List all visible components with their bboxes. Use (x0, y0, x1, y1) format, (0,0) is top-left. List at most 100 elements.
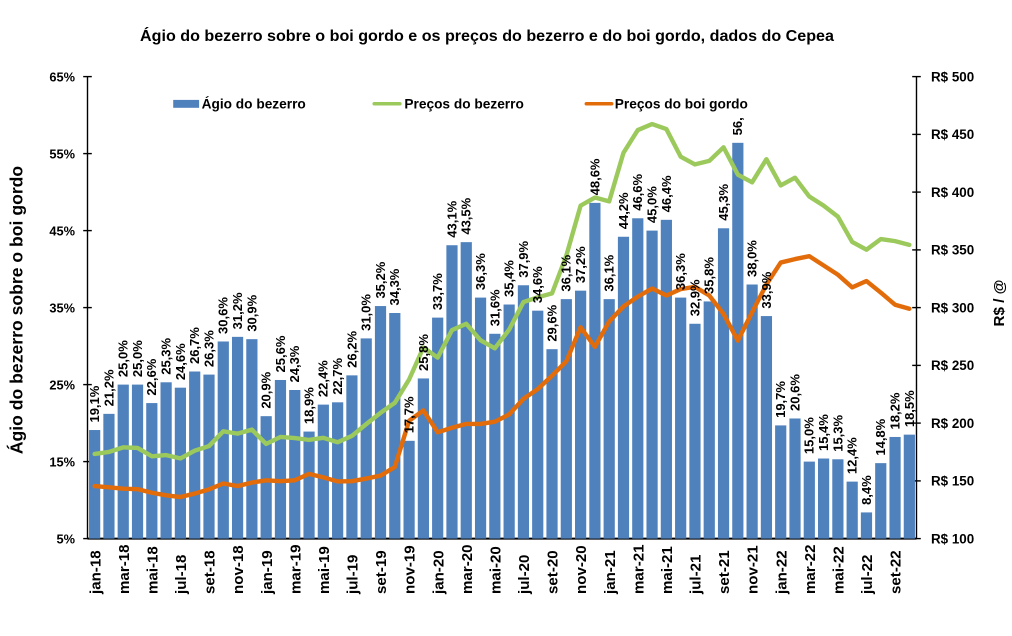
svg-text:25,3%: 25,3% (159, 337, 174, 374)
svg-text:45%: 45% (49, 223, 75, 238)
svg-text:jul-19: jul-19 (345, 555, 362, 595)
svg-text:R$ 450: R$ 450 (931, 127, 974, 142)
svg-text:R$ 400: R$ 400 (931, 185, 974, 200)
svg-text:19,7%: 19,7% (773, 381, 788, 418)
svg-text:mar-19: mar-19 (287, 544, 304, 594)
svg-text:45,0%: 45,0% (644, 186, 659, 223)
svg-text:65%: 65% (49, 69, 75, 84)
svg-text:33,7%: 33,7% (430, 273, 445, 310)
svg-text:36,3%: 36,3% (673, 253, 688, 290)
svg-text:19,1%: 19,1% (87, 385, 102, 422)
svg-text:36,3%: 36,3% (473, 253, 488, 290)
svg-text:21,2%: 21,2% (101, 369, 116, 406)
svg-text:35%: 35% (49, 300, 75, 315)
svg-text:31,2%: 31,2% (230, 292, 245, 329)
svg-text:R$ 200: R$ 200 (931, 416, 974, 431)
svg-text:15,0%: 15,0% (802, 417, 817, 454)
svg-text:15,3%: 15,3% (830, 414, 845, 451)
svg-text:30,6%: 30,6% (216, 297, 231, 334)
svg-text:mai-19: mai-19 (316, 546, 333, 594)
svg-text:nov-20: nov-20 (573, 545, 590, 594)
svg-text:18,9%: 18,9% (301, 387, 316, 424)
svg-text:jul-20: jul-20 (516, 555, 533, 595)
svg-text:34,3%: 34,3% (387, 268, 402, 305)
svg-text:36,1%: 36,1% (602, 254, 617, 291)
svg-text:R$ 250: R$ 250 (931, 358, 974, 373)
svg-text:46,4%: 46,4% (659, 175, 674, 212)
svg-text:mai-22: mai-22 (830, 546, 847, 594)
svg-text:25,0%: 25,0% (130, 340, 145, 377)
svg-text:jan-21: jan-21 (602, 550, 619, 595)
svg-text:22,6%: 22,6% (144, 358, 159, 395)
svg-text:55%: 55% (49, 146, 75, 161)
svg-text:Ágio do bezerro: Ágio do bezerro (202, 97, 306, 112)
svg-text:35,2%: 35,2% (373, 261, 388, 298)
svg-text:31,6%: 31,6% (487, 289, 502, 326)
svg-text:mar-22: mar-22 (802, 544, 819, 594)
svg-text:48,6%: 48,6% (587, 158, 602, 195)
svg-text:31,0%: 31,0% (359, 294, 374, 331)
svg-text:mai-21: mai-21 (659, 546, 676, 594)
svg-text:18,2%: 18,2% (887, 392, 902, 429)
svg-text:R$ 150: R$ 150 (931, 474, 974, 489)
svg-text:25,6%: 25,6% (273, 335, 288, 372)
svg-text:mar-20: mar-20 (459, 544, 476, 594)
svg-text:5%: 5% (57, 531, 76, 546)
svg-text:45,3%: 45,3% (716, 183, 731, 220)
svg-text:32,9%: 32,9% (687, 279, 702, 316)
svg-text:R$ 300: R$ 300 (931, 300, 974, 315)
svg-text:34,6%: 34,6% (530, 266, 545, 303)
svg-text:24,3%: 24,3% (287, 345, 302, 382)
svg-text:Ágio do bezerro sobre o boi go: Ágio do bezerro sobre o boi gordo e os p… (140, 26, 835, 45)
svg-text:jul-21: jul-21 (688, 555, 705, 595)
svg-text:15,4%: 15,4% (816, 414, 831, 451)
svg-text:set-22: set-22 (888, 550, 905, 594)
svg-text:22,7%: 22,7% (330, 358, 345, 395)
svg-text:25%: 25% (49, 377, 75, 392)
svg-text:17,7%: 17,7% (401, 396, 416, 433)
svg-text:36,1%: 36,1% (559, 254, 574, 291)
svg-text:Preços do bezerro: Preços do bezerro (404, 97, 523, 112)
svg-text:set-19: set-19 (373, 550, 390, 594)
svg-text:R$ / @: R$ / @ (991, 280, 1008, 327)
svg-text:26,2%: 26,2% (344, 331, 359, 368)
svg-text:jan-22: jan-22 (773, 550, 790, 595)
svg-text:R$ 500: R$ 500 (931, 69, 974, 84)
svg-text:12,4%: 12,4% (845, 437, 860, 474)
svg-text:26,7%: 26,7% (187, 327, 202, 364)
svg-text:jul-22: jul-22 (859, 555, 876, 595)
svg-text:35,4%: 35,4% (502, 260, 517, 297)
svg-text:14,8%: 14,8% (873, 418, 888, 455)
svg-text:mai-20: mai-20 (487, 546, 504, 594)
svg-text:nov-18: nov-18 (230, 545, 247, 594)
svg-text:R$ 100: R$ 100 (931, 531, 974, 546)
svg-text:20,6%: 20,6% (787, 374, 802, 411)
svg-text:43,5%: 43,5% (459, 197, 474, 234)
svg-text:26,3%: 26,3% (201, 330, 216, 367)
svg-text:30,9%: 30,9% (244, 294, 259, 331)
svg-text:56,: 56, (730, 117, 745, 135)
svg-text:jan-19: jan-19 (259, 550, 276, 595)
svg-text:25,0%: 25,0% (116, 340, 131, 377)
svg-text:38,0%: 38,0% (745, 240, 760, 277)
svg-text:mai-18: mai-18 (144, 546, 161, 594)
svg-text:jan-18: jan-18 (87, 550, 104, 595)
svg-text:37,2%: 37,2% (573, 246, 588, 283)
svg-text:Ágio do bezerro sobre o boi go: Ágio do bezerro sobre o boi gordo (6, 166, 27, 455)
svg-text:nov-19: nov-19 (402, 545, 419, 594)
svg-text:29,6%: 29,6% (544, 304, 559, 341)
svg-text:set-20: set-20 (545, 550, 562, 594)
svg-text:set-18: set-18 (202, 550, 219, 594)
svg-text:35,8%: 35,8% (702, 257, 717, 294)
svg-text:jul-18: jul-18 (173, 555, 190, 595)
svg-text:43,1%: 43,1% (444, 200, 459, 237)
svg-text:46,6%: 46,6% (630, 173, 645, 210)
svg-text:R$ 350: R$ 350 (931, 243, 974, 258)
svg-text:24,6%: 24,6% (173, 343, 188, 380)
svg-text:44,2%: 44,2% (616, 192, 631, 229)
svg-text:15%: 15% (49, 454, 75, 469)
svg-text:set-21: set-21 (716, 550, 733, 594)
svg-text:25,8%: 25,8% (416, 334, 431, 371)
svg-text:jan-20: jan-20 (430, 550, 447, 595)
svg-text:20,9%: 20,9% (259, 371, 274, 408)
